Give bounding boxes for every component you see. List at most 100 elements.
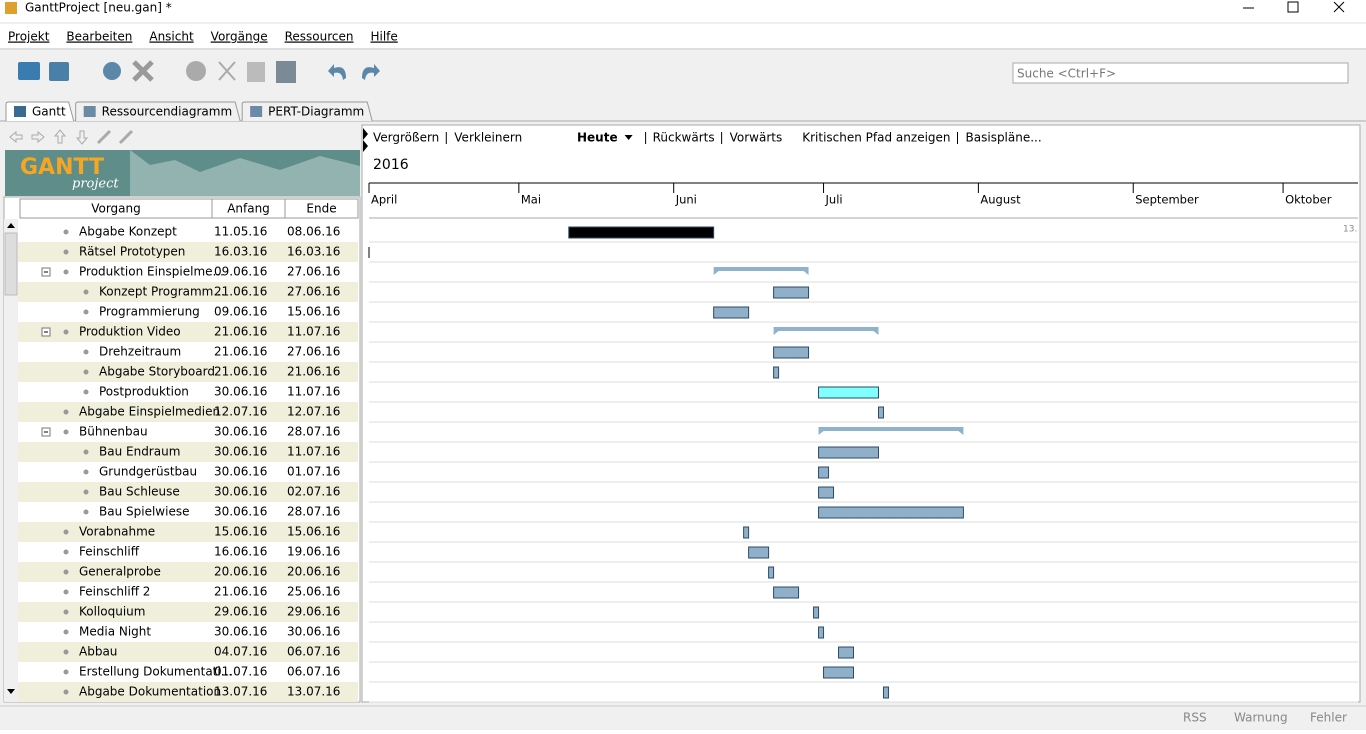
task-name[interactable]: Postproduktion xyxy=(99,385,189,399)
status-item[interactable]: Fehler xyxy=(1310,711,1347,725)
task-bar[interactable] xyxy=(568,226,715,239)
task-bar[interactable] xyxy=(773,366,780,379)
outdent-icon[interactable] xyxy=(9,130,23,144)
task-bar[interactable] xyxy=(818,626,825,639)
task-name[interactable]: Drehzeitraum xyxy=(99,345,181,359)
history-icon[interactable] xyxy=(103,62,121,80)
task-name[interactable]: Bühnenbau xyxy=(79,425,148,439)
close-button[interactable] xyxy=(1333,1,1345,13)
maximize-button[interactable] xyxy=(1287,1,1299,13)
task-name[interactable]: Vorabnahme xyxy=(79,525,155,539)
undo-icon[interactable] xyxy=(328,64,346,80)
task-bar[interactable] xyxy=(838,646,855,659)
scroll-down[interactable] xyxy=(7,689,15,694)
toolbar-link[interactable]: Basispläne... xyxy=(966,131,1042,145)
task-name[interactable]: Programmierung xyxy=(99,305,200,319)
task-name[interactable]: Feinschliff 2 xyxy=(79,585,150,599)
delete-icon[interactable] xyxy=(132,60,154,82)
task-bar[interactable] xyxy=(818,506,964,519)
tab[interactable] xyxy=(241,101,373,122)
task-name[interactable]: Abgabe Storyboard xyxy=(99,365,215,379)
task-name[interactable]: Bau Spielwiese xyxy=(99,505,189,519)
task-bar[interactable] xyxy=(877,406,884,419)
task-name[interactable]: Media Night xyxy=(79,625,151,639)
task-bar[interactable] xyxy=(813,606,820,619)
tab-label[interactable]: Gantt xyxy=(32,105,66,119)
task-name[interactable]: Grundgerüstbau xyxy=(99,465,197,479)
column-header-label[interactable]: Vorgang xyxy=(91,202,141,216)
task-name[interactable]: Produktion Einspielme... xyxy=(79,265,224,279)
task-bar[interactable] xyxy=(818,486,835,499)
column-header-label[interactable]: Anfang xyxy=(227,202,270,216)
copy-icon[interactable] xyxy=(247,62,265,82)
splitter-arrows[interactable] xyxy=(363,128,368,152)
up-icon[interactable] xyxy=(53,129,67,144)
status-item[interactable]: RSS xyxy=(1183,711,1207,725)
task-bar[interactable] xyxy=(773,346,810,359)
task-bar[interactable] xyxy=(748,546,770,559)
toolbar-link[interactable]: Heute xyxy=(577,131,618,145)
paste-icon[interactable] xyxy=(276,61,296,83)
toolbar-link[interactable]: Vorwärts xyxy=(730,131,783,145)
task-name[interactable]: Abgabe Einspielmedien xyxy=(79,405,220,419)
task-name[interactable]: Bau Schleuse xyxy=(99,485,180,499)
save-icon[interactable] xyxy=(49,62,69,81)
task-name[interactable]: Abgabe Konzept xyxy=(79,225,177,239)
dropdown-arrow[interactable] xyxy=(624,135,633,140)
menu-item[interactable]: Hilfe xyxy=(370,30,397,44)
tab-label[interactable]: PERT-Diagramm xyxy=(268,105,364,119)
toolbar-link[interactable]: Vergrößern xyxy=(373,131,439,145)
menu-item[interactable]: Vorgänge xyxy=(211,30,268,44)
redo-icon[interactable] xyxy=(362,64,380,80)
task-bar[interactable] xyxy=(743,526,750,539)
task-bar[interactable] xyxy=(818,446,879,459)
task-bar[interactable] xyxy=(713,306,750,319)
column-header[interactable] xyxy=(284,198,359,219)
menu-item[interactable]: Projekt xyxy=(8,30,50,44)
link-icon[interactable] xyxy=(96,129,112,145)
toolbar-link[interactable]: Rückwärts xyxy=(653,131,715,145)
scroll-thumb[interactable] xyxy=(4,232,18,296)
info-icon[interactable] xyxy=(186,61,206,81)
task-name[interactable]: Abgabe Dokumentation xyxy=(79,685,221,699)
summary-bar[interactable] xyxy=(713,267,809,275)
task-name[interactable]: Generalprobe xyxy=(79,565,161,579)
menu-item[interactable]: Ansicht xyxy=(149,30,194,44)
task-start: 21.06.16 xyxy=(214,365,267,379)
task-name[interactable]: Abbau xyxy=(79,645,117,659)
task-bar[interactable] xyxy=(882,686,889,699)
task-name[interactable]: Erstellung Dokumentati... xyxy=(79,665,232,679)
tab[interactable] xyxy=(75,101,241,122)
task-bar[interactable] xyxy=(818,386,879,399)
toolbar-link[interactable]: Kritischen Pfad anzeigen xyxy=(802,131,950,145)
task-name[interactable]: Produktion Video xyxy=(79,325,181,339)
down-icon[interactable] xyxy=(75,130,89,145)
task-name[interactable]: Kolloquium xyxy=(79,605,145,619)
task-name[interactable]: Rätsel Prototypen xyxy=(79,245,185,259)
scroll-up[interactable] xyxy=(7,223,15,228)
summary-bar[interactable] xyxy=(818,427,964,435)
status-item[interactable]: Warnung xyxy=(1234,711,1288,725)
indent-icon[interactable] xyxy=(31,130,45,144)
toolbar-link[interactable]: Verkleinern xyxy=(454,131,522,145)
menu-item[interactable]: Bearbeiten xyxy=(66,30,132,44)
open-icon[interactable] xyxy=(18,62,40,80)
search-box[interactable] xyxy=(1012,62,1349,84)
cut-icon[interactable] xyxy=(218,61,236,81)
task-bar[interactable] xyxy=(773,286,810,299)
task-name[interactable]: Feinschliff xyxy=(79,545,140,559)
scrollbar[interactable] xyxy=(4,219,18,702)
task-bar[interactable] xyxy=(818,466,830,479)
task-name[interactable]: Bau Endraum xyxy=(99,445,180,459)
summary-bar[interactable] xyxy=(773,327,879,335)
logo-subtext: project xyxy=(72,177,119,192)
task-bar[interactable] xyxy=(773,586,800,599)
task-bar[interactable] xyxy=(823,666,855,679)
tab-label[interactable]: Ressourcendiagramm xyxy=(102,105,232,119)
unlink-icon[interactable] xyxy=(118,129,134,145)
task-name[interactable]: Konzept Programm... xyxy=(99,285,225,299)
task-bar[interactable] xyxy=(768,566,775,579)
menu-item[interactable]: Ressourcen xyxy=(285,30,354,44)
column-header-label[interactable]: Ende xyxy=(306,202,336,216)
row-background xyxy=(18,242,358,262)
